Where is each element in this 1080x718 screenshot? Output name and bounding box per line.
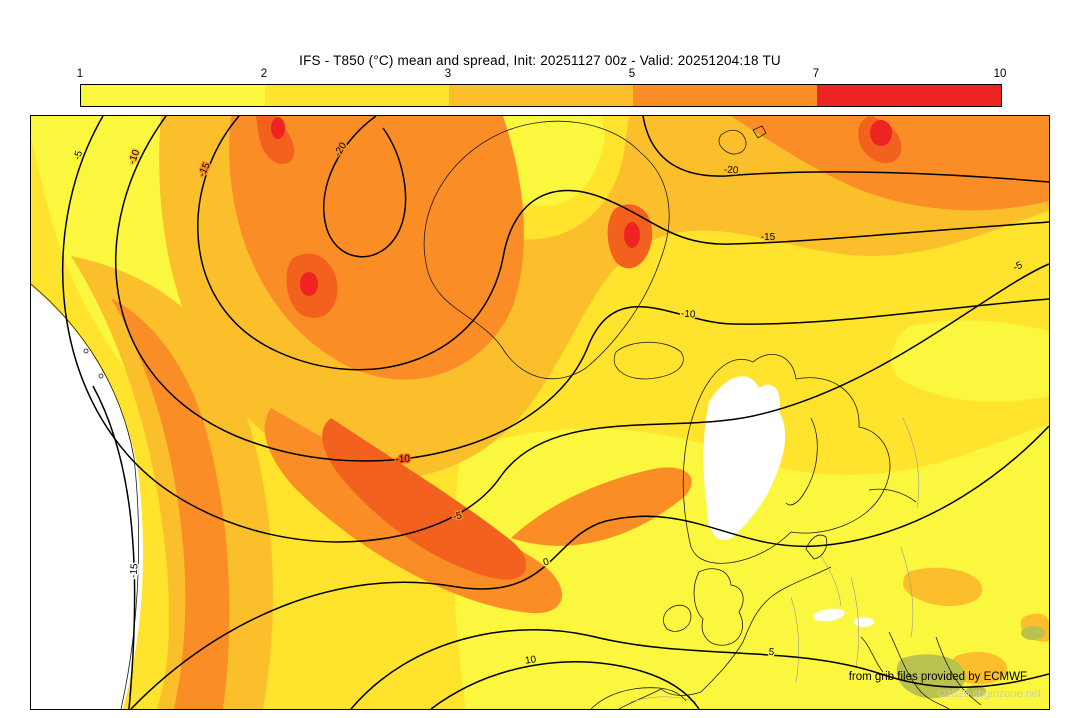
border-layer xyxy=(630,417,920,703)
spread-region xyxy=(111,298,230,709)
spread-region xyxy=(903,567,983,606)
britain-coastline xyxy=(693,568,744,646)
country-border xyxy=(902,417,920,509)
colorbar-segment xyxy=(817,85,1001,106)
colorbar-segment xyxy=(633,85,817,106)
credit-ecmwf: from grib files provided by ECMWF xyxy=(848,671,1027,683)
italy-coastline xyxy=(888,631,950,709)
colorbar-ticks: 1 2 3 5 7 10 xyxy=(76,68,1007,82)
coastline-layer xyxy=(31,120,982,709)
scandinavia-coastline xyxy=(682,354,891,564)
spread-region xyxy=(624,222,640,248)
jutland-coastline xyxy=(805,534,828,560)
spread-region xyxy=(300,272,318,296)
credit-site: ©2025 sbgirizone.net xyxy=(936,688,1041,700)
spread-region xyxy=(703,376,786,541)
isotherm-5 xyxy=(350,629,1049,709)
isotherm-minus20 xyxy=(323,116,407,258)
spread-region xyxy=(870,120,892,146)
colorbar-tick-label: 3 xyxy=(444,68,452,80)
spread-7-10-layer xyxy=(271,117,892,296)
contour-layer xyxy=(62,116,1049,709)
mediterranean-coastline xyxy=(860,636,884,673)
isotherm-minus10 xyxy=(115,116,1049,462)
contour-label: 10 xyxy=(524,654,537,667)
country-border xyxy=(630,696,697,703)
canada-coastline xyxy=(31,283,140,709)
isotherm-10 xyxy=(430,661,700,709)
colorbar-tick-label: 1 xyxy=(76,68,84,80)
contour-label: -10 xyxy=(395,453,411,465)
spread-region xyxy=(854,617,874,627)
spread-region xyxy=(731,116,1049,211)
colorbar-tick-label: 5 xyxy=(628,68,636,80)
europe-coastline xyxy=(618,566,832,709)
contour-label: -20 xyxy=(724,165,739,177)
contour-label: -10 xyxy=(681,308,697,320)
terrain-region xyxy=(1021,626,1045,640)
map-frame: -20 -20 -15 -15 -15 -10 -10 -10 -5 -5 -5… xyxy=(30,115,1050,710)
contour-label-layer: -20 -20 -15 -15 -15 -10 -10 -10 -5 -5 -5… xyxy=(71,139,1027,668)
isotherm-minus15 xyxy=(197,116,1049,371)
colorbar-segment xyxy=(81,85,265,106)
island xyxy=(98,373,104,379)
island xyxy=(83,348,89,354)
italy-coastline xyxy=(935,636,982,706)
colorbar-bar xyxy=(80,84,1002,107)
colorbar-segment xyxy=(449,85,633,106)
contour-label: 5 xyxy=(768,647,775,659)
isotherm-minus5 xyxy=(62,116,1049,543)
gulf-of-bothnia-coastline xyxy=(785,417,818,506)
country-border xyxy=(790,596,800,683)
colorbar-segment xyxy=(265,85,449,106)
chart-title: IFS - T850 (°C) mean and spread, Init: 2… xyxy=(299,53,781,68)
spread-region xyxy=(813,608,845,622)
svalbard-coastline xyxy=(718,129,747,155)
iberia-coastline xyxy=(590,687,687,709)
weather-map: -20 -20 -15 -15 -15 -10 -10 -10 -5 -5 -5… xyxy=(31,116,1049,709)
svalbard-coastline xyxy=(752,125,767,139)
spread-region xyxy=(271,117,285,139)
isotherm-minus15 xyxy=(92,385,136,709)
contour-label: -15 xyxy=(761,232,776,243)
spread-region xyxy=(31,286,144,709)
spread-region xyxy=(511,467,692,546)
spread-region xyxy=(891,320,1049,402)
ireland-coastline xyxy=(663,604,692,632)
colorbar-tick-label: 10 xyxy=(993,68,1007,80)
spread-below-1-layer xyxy=(31,286,874,709)
colorbar-tick-label: 7 xyxy=(812,68,820,80)
country-border xyxy=(820,555,842,607)
country-border xyxy=(900,546,914,638)
isotherm-minus20 xyxy=(642,116,1049,183)
contour-label: -15 xyxy=(128,563,140,579)
iceland-coastline xyxy=(613,341,684,380)
greenland-coastline xyxy=(423,120,670,380)
country-border xyxy=(850,576,860,668)
isotherm-0 xyxy=(130,425,1049,709)
spread-region xyxy=(322,418,527,580)
baltic-coastline xyxy=(868,488,917,503)
colorbar-tick-label: 2 xyxy=(260,68,268,80)
terrain-region xyxy=(966,685,986,697)
